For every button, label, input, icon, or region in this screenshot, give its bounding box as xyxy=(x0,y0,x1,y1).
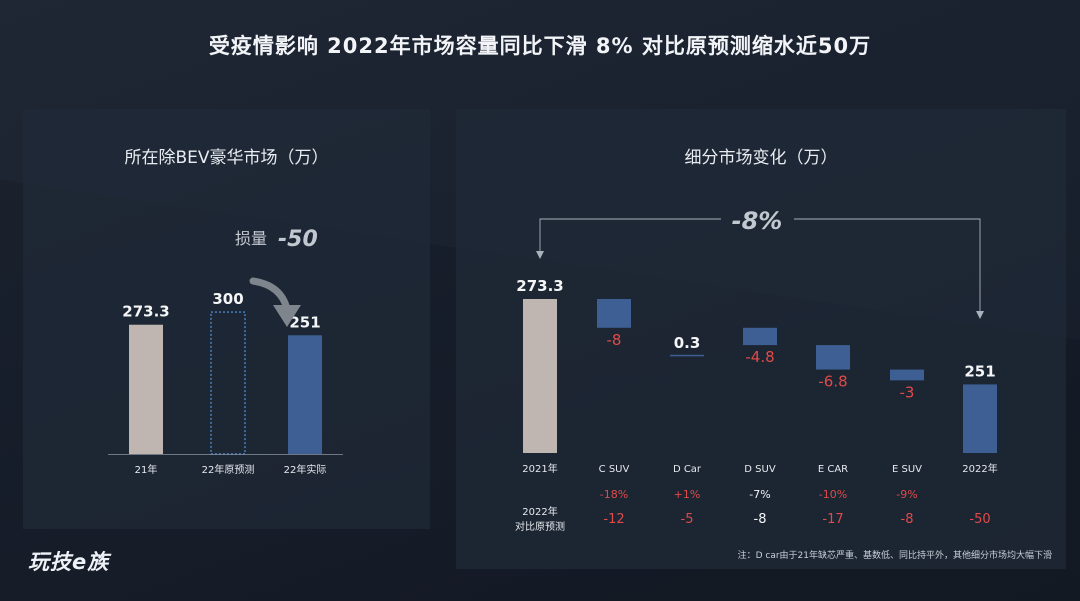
x-tick-label: E CAR xyxy=(818,464,848,475)
bar-total-2022 xyxy=(963,384,997,453)
page-title: 受疫情影响 2022年市场容量同比下滑 8% 对比原预测缩水近50万 xyxy=(208,34,872,58)
bar-value-label: -8 xyxy=(607,331,622,349)
loss-arrow-curve xyxy=(249,277,291,313)
bar-actual xyxy=(288,335,322,454)
vs-forecast-label: -8 xyxy=(901,512,914,527)
bracket-arrow-right xyxy=(976,311,984,319)
vs-forecast-label: -8 xyxy=(754,512,767,527)
bar-value-label: -6.8 xyxy=(818,373,847,391)
vs-forecast-label: -17 xyxy=(822,512,843,527)
growth-rate-label: -7% xyxy=(749,488,770,501)
bar-value-label: -4.8 xyxy=(745,348,774,366)
loss-label: 损量 xyxy=(235,229,267,248)
bracket-left xyxy=(539,218,721,254)
x-tick-label: C SUV xyxy=(599,464,630,475)
right-panel: 细分市场变化（万） 273.3 2021年 -8 C SUV -18% -12 0.3 D C… xyxy=(456,109,1066,569)
left-panel: 所在除BEV豪华市场（万） 273.3 21年 300 22年原预测 251 22年实际 损… xyxy=(23,109,430,529)
overall-change-label: -8% xyxy=(732,207,783,235)
vs-forecast-label: -50 xyxy=(969,512,990,527)
bar-value-label: 273.3 xyxy=(122,303,169,321)
growth-rate-label: -18% xyxy=(600,488,628,501)
bar-delta xyxy=(670,354,704,357)
bar-value-label: 300 xyxy=(212,290,243,308)
bracket-right xyxy=(794,218,981,314)
growth-rate-label: -10% xyxy=(819,488,847,501)
left-chart-title: 所在除BEV豪华市场（万） xyxy=(124,148,329,168)
bar-forecast xyxy=(210,311,246,455)
bar-delta xyxy=(743,327,777,346)
bracket-arrow-left xyxy=(536,251,544,259)
x-tick-label: E SUV xyxy=(892,464,922,475)
growth-rate-label: -9% xyxy=(896,488,917,501)
vs-forecast-label: -5 xyxy=(681,512,694,527)
right-chart-title: 细分市场变化（万） xyxy=(684,148,838,168)
brand-logo: 玩技e族 xyxy=(28,550,110,574)
x-tick-label: 22年原预测 xyxy=(202,463,255,476)
waterfall-chart: 273.3 2021年 -8 C SUV -18% -12 0.3 D Car +1% -5 -4.… xyxy=(515,207,998,533)
vs-forecast-label: -12 xyxy=(603,512,624,527)
growth-rate-label: +1% xyxy=(674,488,701,501)
bar-value-label: 251 xyxy=(289,313,320,331)
x-tick-label: 2022年 xyxy=(962,462,997,475)
loss-value: -50 xyxy=(278,227,318,252)
bar-value-label: 251 xyxy=(964,362,995,380)
bar-value-label: -3 xyxy=(900,383,915,401)
loss-arrow-head xyxy=(273,305,301,327)
row2-label-line2: 对比原预测 xyxy=(515,520,565,533)
footnote: 注：D car由于21年缺芯严重、基数低、同比持平外，其他细分市场均大幅下滑 xyxy=(737,551,1052,561)
bar-2021 xyxy=(129,324,163,454)
x-tick-label: D SUV xyxy=(744,464,776,475)
row2-label-line1: 2022年 xyxy=(522,505,557,518)
bar-delta xyxy=(597,299,631,328)
left-bar-chart: 273.3 21年 300 22年原预测 251 22年实际 损量 -50 xyxy=(108,227,343,476)
x-tick-label: 21年 xyxy=(135,463,158,476)
x-tick-label: 22年实际 xyxy=(284,463,327,476)
bar-delta xyxy=(816,345,850,370)
bar-total-2021 xyxy=(523,299,557,453)
x-tick-label: D Car xyxy=(673,464,702,475)
x-tick-label: 2021年 xyxy=(522,462,557,475)
bar-delta xyxy=(890,369,924,381)
bar-value-label: 273.3 xyxy=(516,277,563,295)
bar-value-label: 0.3 xyxy=(674,334,701,352)
